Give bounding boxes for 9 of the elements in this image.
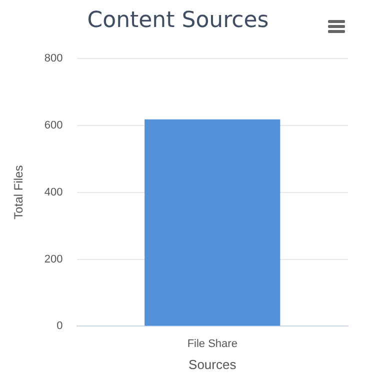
y-tick-label: 400 bbox=[44, 186, 63, 198]
x-tick-label: File Share bbox=[187, 338, 238, 350]
y-axis-title: Total Files bbox=[12, 165, 26, 220]
y-tick-label: 600 bbox=[44, 119, 63, 132]
y-tick-label: 200 bbox=[44, 253, 63, 266]
y-tick-label: 800 bbox=[44, 52, 63, 64]
chart-title: Content Sources bbox=[87, 8, 269, 33]
x-axis-title: Sources bbox=[188, 356, 237, 372]
y-tick-label: 0 bbox=[56, 320, 63, 332]
